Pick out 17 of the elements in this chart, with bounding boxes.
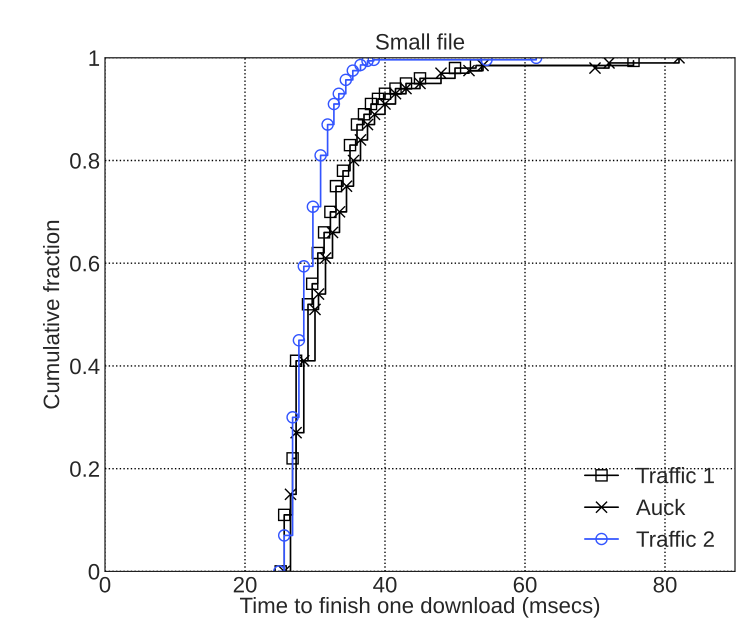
x-tick-label: 20 xyxy=(234,576,256,593)
legend-label: Traffic 2 xyxy=(636,530,714,547)
x-tick-label: 60 xyxy=(514,576,536,593)
x-axis-title: Time to finish one download (msecs) xyxy=(240,596,600,618)
y-tick-label: 0.6 xyxy=(70,256,100,272)
y-tick-label: 1 xyxy=(89,50,100,66)
chart-title: Small file xyxy=(376,33,464,50)
y-tick-label: 0.4 xyxy=(70,358,100,374)
y-tick-label: 0 xyxy=(88,564,100,580)
x-tick-label: 80 xyxy=(654,576,676,593)
legend-label: Auck xyxy=(636,498,686,516)
x-tick-label: 40 xyxy=(373,576,396,593)
y-axis-title: Cumulative fraction xyxy=(42,220,60,409)
y-tick-label: 0.2 xyxy=(70,461,100,477)
x-tick-label: 0 xyxy=(100,576,110,593)
legend-label: Traffic 1 xyxy=(636,467,714,484)
y-tick-label: 0.8 xyxy=(70,153,100,169)
